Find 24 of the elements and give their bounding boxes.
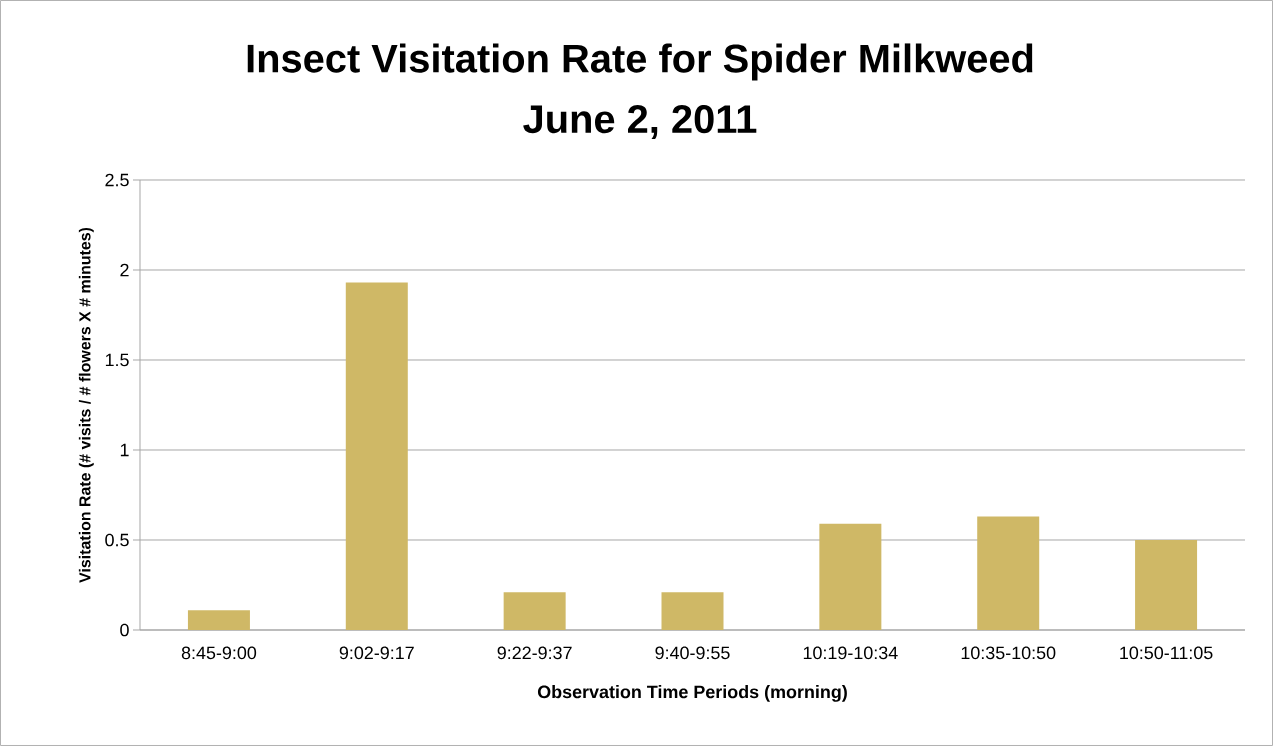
y-tick-label: 2.5 xyxy=(105,173,129,187)
y-tick-label: 1.5 xyxy=(105,353,129,367)
y-tick-label: 2 xyxy=(120,263,129,277)
x-tick-label: 9:40-9:55 xyxy=(655,646,730,660)
x-tick-label: 10:19-10:34 xyxy=(803,646,898,660)
bar xyxy=(503,592,566,630)
bar xyxy=(977,516,1040,630)
y-tick-label: 0 xyxy=(120,623,129,637)
bar xyxy=(661,592,724,630)
bar xyxy=(345,282,408,630)
chart-title: Insect Visitation Rate for Spider Milkweed xyxy=(247,43,1033,81)
x-tick-label: 9:02-9:17 xyxy=(339,646,414,660)
x-tick-label: 10:35-10:50 xyxy=(961,646,1056,660)
x-axis-title: Observation Time Periods (morning) xyxy=(537,685,847,702)
y-tick-label: 0.5 xyxy=(105,533,129,547)
x-tick-label: 10:50-11:05 xyxy=(1120,646,1213,660)
chart-subtitle: June 2, 2011 xyxy=(523,104,757,139)
y-tick-label: 1 xyxy=(120,443,129,457)
bar xyxy=(1135,539,1198,630)
bar xyxy=(187,610,250,630)
x-tick-label: 9:22-9:37 xyxy=(497,646,572,660)
bar xyxy=(819,523,882,630)
x-tick-label: 8:45-9:00 xyxy=(181,646,257,660)
y-axis-title: Visitation Rate (# visits / # flowers X # minutes) xyxy=(78,227,94,583)
